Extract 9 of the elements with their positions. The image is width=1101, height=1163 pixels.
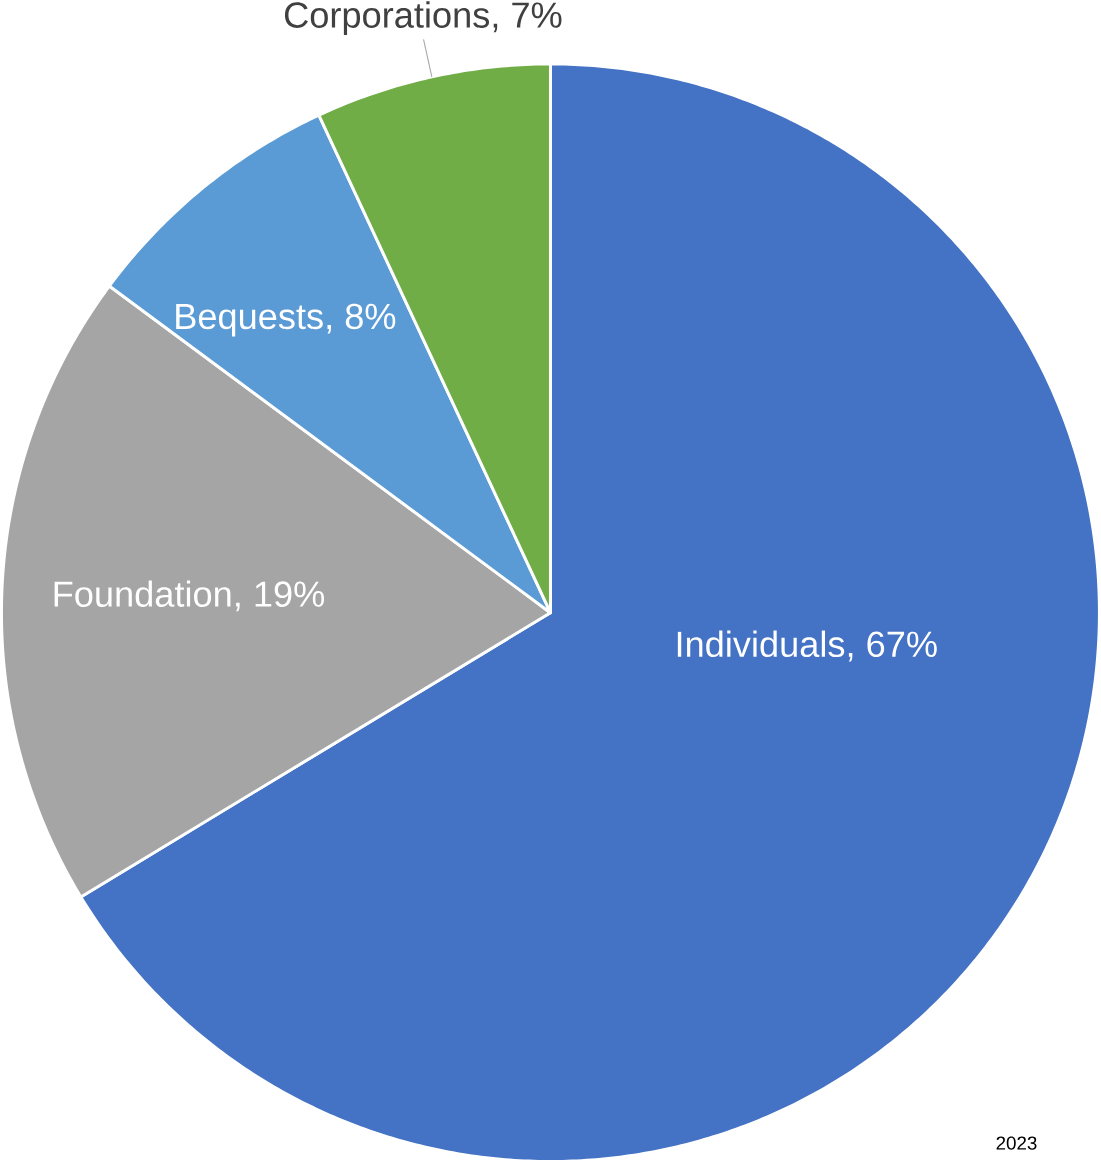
data-label: , 67% [848, 631, 937, 662]
slice-label: Corporations [285, 1, 490, 36]
data-label: , 19% [236, 581, 325, 612]
text: 2023 [996, 1136, 1037, 1150]
slice-label: Individuals [677, 630, 845, 658]
slice-label: Foundation [54, 580, 231, 607]
data-label: , 7% [493, 2, 562, 33]
slice-label: Bequests [176, 303, 323, 337]
data-label: , 8% [327, 303, 396, 334]
